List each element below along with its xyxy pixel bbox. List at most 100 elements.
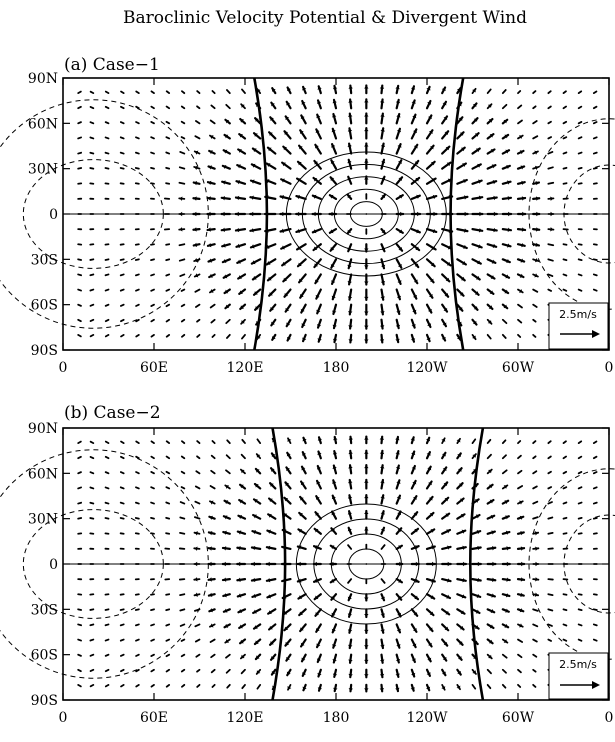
wind-vector-head [237,164,241,169]
wind-vector-head [332,480,337,484]
wind-vector-head [416,229,420,234]
wind-vector [180,303,186,308]
wind-vector-head [476,593,481,598]
wind-vector [120,683,125,688]
wind-vector [135,455,140,460]
wind-vector-head [272,438,277,443]
wind-vector-head [431,178,436,183]
wind-vector-head [364,495,369,499]
panel-b: (b) Case−2 0 60E 120E 180 120W 60W 090N60N30N0… [0,403,615,726]
wind-vector-head [315,512,320,516]
wind-vector [209,485,216,490]
wind-vector-head [265,211,269,217]
wind-vector-head [535,577,539,582]
wind-vector [532,120,538,125]
wind-vector [119,653,125,657]
wind-vector [577,166,583,170]
wind-vector-head [397,280,402,284]
wind-vector-head [487,320,492,324]
wind-vector [165,318,171,323]
wind-vector [562,455,567,460]
wind-vector-head [330,160,335,164]
wind-vector-head [332,451,338,455]
wind-vector [209,303,216,309]
wind-vector [532,623,539,628]
wind-vector [150,516,155,520]
wind-vector [135,471,140,475]
wind-vector-head [488,639,493,644]
wind-vector-head [489,499,494,504]
wind-vector-head [315,496,320,500]
wind-vector-head [396,495,401,500]
wind-vector-head [379,688,385,692]
wind-vector-head [347,511,353,515]
wind-vector [562,516,568,520]
wind-vector-head [329,211,333,217]
wind-vector [165,608,171,612]
wind-vector-head [286,656,290,661]
wind-vector-head [504,289,509,294]
wind-vector-head [472,320,477,325]
wind-vector-head [380,659,385,663]
wind-vector [135,136,140,140]
wind-vector [135,668,140,673]
wind-vector [501,683,507,689]
wind-vector-head [347,159,352,164]
wind-vector-head [348,688,353,692]
wind-vector-head [429,512,434,517]
wind-vector-head [505,149,510,154]
wind-vector-head [235,227,240,233]
wind-vector-head [364,311,369,315]
wind-vector [104,455,110,460]
wind-vector-head [519,623,523,628]
wind-vector-head [194,531,198,536]
wind-vector [592,90,598,95]
wind-vector-head [287,87,291,92]
panel-label-b: (b) Case−2 [64,403,161,423]
wind-vector-head [381,247,386,252]
wind-vector-head [255,655,260,660]
wind-vector-head [271,468,275,472]
wind-vector-head [330,545,335,550]
wind-vector-head [271,656,275,660]
wind-vector [562,182,568,185]
wind-vector [562,608,568,612]
wind-vector-head [316,466,321,470]
wind-vector [135,303,140,307]
wind-vector-head [462,578,466,583]
wind-vector-head [313,561,317,567]
wind-vector-head [265,228,269,233]
wind-vector [517,469,523,475]
wind-vector-head [431,578,435,583]
panel-label-a: (a) Case−1 [64,55,160,75]
wind-vector-head [396,295,402,300]
wind-vector-head [520,546,525,551]
wind-vector-head [379,436,385,440]
wind-vector-head [314,528,319,533]
wind-vector-head [364,248,369,252]
wind-vector [104,608,110,611]
wind-vector [77,638,82,642]
wind-vector-head [297,578,302,583]
wind-vector [180,470,186,475]
wind-vector-head [507,243,511,248]
wind-vector-head [432,194,437,200]
wind-vector-head [209,273,213,278]
wind-vector-head [428,130,433,134]
wind-vector [119,486,125,490]
wind-vector-head [252,275,257,280]
wind-vector-head [506,561,510,567]
wind-vector [134,517,140,520]
wind-vector [119,136,125,140]
wind-vector-head [503,119,508,124]
wind-vector-head [193,181,198,186]
wind-vector-head [347,495,353,499]
wind-vector [592,258,598,261]
wind-vector-head [535,242,539,247]
wind-vector [194,485,201,490]
wind-vector-head [519,135,523,140]
wind-vector [77,151,83,155]
wind-vector [241,683,246,690]
wind-vector-head [459,132,464,136]
wind-vector-head [254,133,258,137]
